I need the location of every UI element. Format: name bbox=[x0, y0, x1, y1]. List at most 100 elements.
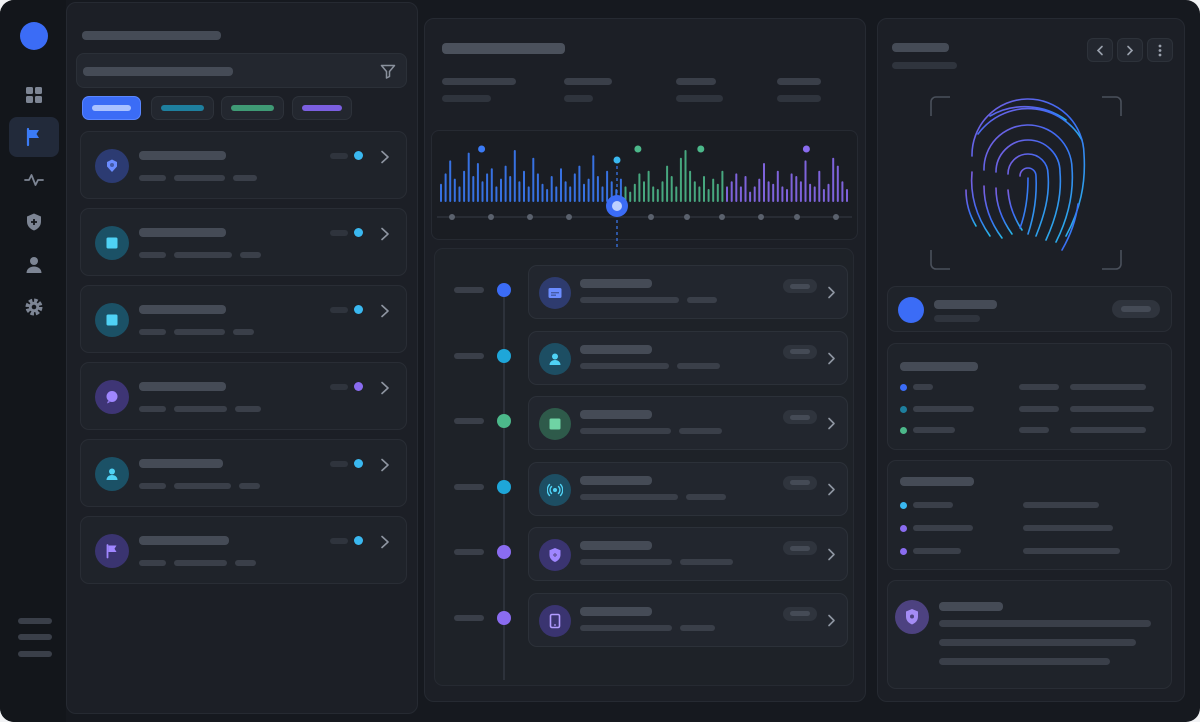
histogram-bar bbox=[767, 181, 770, 202]
timeline-event[interactable] bbox=[528, 592, 848, 647]
list-item[interactable] bbox=[80, 439, 407, 507]
search-input[interactable] bbox=[76, 53, 407, 88]
histogram-bar bbox=[550, 176, 553, 202]
timeline-event-title bbox=[580, 279, 652, 288]
timeline-event-detail bbox=[680, 559, 733, 565]
list-item-avatar bbox=[95, 380, 129, 414]
tag-text bbox=[790, 414, 810, 420]
flag-icon bbox=[106, 544, 117, 559]
histogram-bar bbox=[643, 181, 645, 202]
histogram-bar bbox=[832, 157, 835, 202]
app-logo[interactable] bbox=[20, 22, 48, 50]
histogram-tick bbox=[648, 214, 654, 220]
list-panel bbox=[66, 2, 418, 714]
more-options-button[interactable] bbox=[1147, 38, 1173, 62]
permissions-title bbox=[900, 477, 974, 486]
histogram-bar bbox=[458, 186, 461, 202]
histogram-tick bbox=[566, 214, 572, 220]
timeline-event[interactable] bbox=[528, 527, 848, 581]
activity-histogram-card bbox=[431, 130, 858, 240]
list-item-title bbox=[139, 536, 229, 545]
identity-card[interactable] bbox=[887, 286, 1172, 332]
filter-chip[interactable] bbox=[292, 96, 352, 120]
signal-icon bbox=[547, 483, 563, 496]
list-item[interactable] bbox=[80, 131, 407, 199]
timeline-event[interactable] bbox=[528, 396, 848, 450]
histogram-bar bbox=[596, 176, 599, 202]
tag-text bbox=[790, 480, 810, 485]
detail-label bbox=[913, 405, 974, 412]
histogram-bar bbox=[467, 152, 470, 202]
histogram-bar bbox=[541, 183, 544, 202]
filter-chip[interactable] bbox=[221, 96, 284, 120]
histogram-bar bbox=[652, 186, 655, 202]
timeline-node bbox=[497, 610, 511, 625]
timeline-event[interactable] bbox=[528, 461, 848, 516]
filter-chip[interactable] bbox=[151, 96, 214, 120]
list-item[interactable] bbox=[80, 362, 407, 430]
previous-button[interactable] bbox=[1087, 38, 1113, 62]
histogram-tick bbox=[684, 214, 690, 220]
security-note-avatar bbox=[895, 600, 929, 634]
detail-value bbox=[1019, 384, 1059, 390]
histogram-tick bbox=[527, 214, 533, 220]
list-item[interactable] bbox=[80, 516, 407, 584]
nav-users[interactable] bbox=[9, 245, 59, 285]
histogram-bar bbox=[735, 173, 738, 202]
timeline-event-detail bbox=[580, 428, 671, 434]
fingerprint-icon bbox=[965, 98, 1086, 251]
histogram-bar bbox=[472, 176, 475, 202]
histogram-bar bbox=[513, 150, 516, 202]
list-item[interactable] bbox=[80, 208, 407, 276]
list-item-avatar bbox=[95, 303, 129, 337]
detail-dot bbox=[900, 384, 907, 391]
timeline-event-detail bbox=[679, 428, 722, 434]
histogram-bar bbox=[592, 155, 595, 202]
list-item-avatar bbox=[95, 226, 129, 260]
chat-icon bbox=[106, 391, 118, 404]
timeline-event-title bbox=[580, 344, 652, 354]
grid-icon bbox=[26, 87, 42, 103]
list-item-meta bbox=[139, 252, 166, 258]
histogram-bar bbox=[781, 186, 784, 202]
histogram-bar bbox=[799, 181, 802, 202]
histogram-bar bbox=[786, 189, 788, 202]
shield-icon bbox=[549, 548, 561, 562]
identity-avatar bbox=[898, 297, 924, 323]
list-panel-title bbox=[82, 31, 221, 40]
detail-subtitle bbox=[892, 62, 957, 69]
histogram-bar bbox=[453, 178, 456, 202]
nav-settings[interactable] bbox=[9, 287, 59, 327]
stat-value bbox=[564, 95, 593, 102]
chip-label bbox=[92, 105, 131, 111]
histogram-bar bbox=[569, 186, 572, 202]
timeline-event-title bbox=[580, 606, 652, 616]
filter-chip[interactable] bbox=[82, 96, 141, 120]
histogram-bar bbox=[753, 186, 756, 202]
histogram-bar bbox=[500, 178, 502, 202]
histogram-bar bbox=[601, 186, 604, 202]
filter-icon[interactable] bbox=[380, 64, 396, 79]
stat-value bbox=[676, 95, 723, 102]
next-button[interactable] bbox=[1117, 38, 1143, 62]
timeline-event-detail bbox=[680, 624, 715, 631]
nav-activity[interactable] bbox=[9, 160, 59, 200]
activity-title bbox=[442, 43, 565, 54]
timeline-event[interactable] bbox=[528, 330, 848, 385]
timeline-event[interactable] bbox=[528, 265, 848, 319]
histogram-bar bbox=[560, 168, 562, 202]
chevron-right-icon bbox=[1127, 45, 1134, 55]
histogram-bar bbox=[440, 183, 442, 202]
nav-flags[interactable] bbox=[9, 117, 59, 157]
list-item[interactable] bbox=[80, 285, 407, 353]
nav-security[interactable] bbox=[9, 202, 59, 242]
permission-dot bbox=[900, 525, 907, 532]
security-note-line bbox=[939, 658, 1110, 665]
timeline-time bbox=[454, 418, 484, 424]
search-placeholder bbox=[83, 67, 233, 76]
histogram-scrubber[interactable] bbox=[606, 156, 628, 249]
nav-dashboard[interactable] bbox=[9, 75, 59, 115]
histogram-bar bbox=[490, 168, 493, 202]
list-item-title bbox=[139, 459, 223, 468]
histogram-bar bbox=[689, 170, 692, 202]
